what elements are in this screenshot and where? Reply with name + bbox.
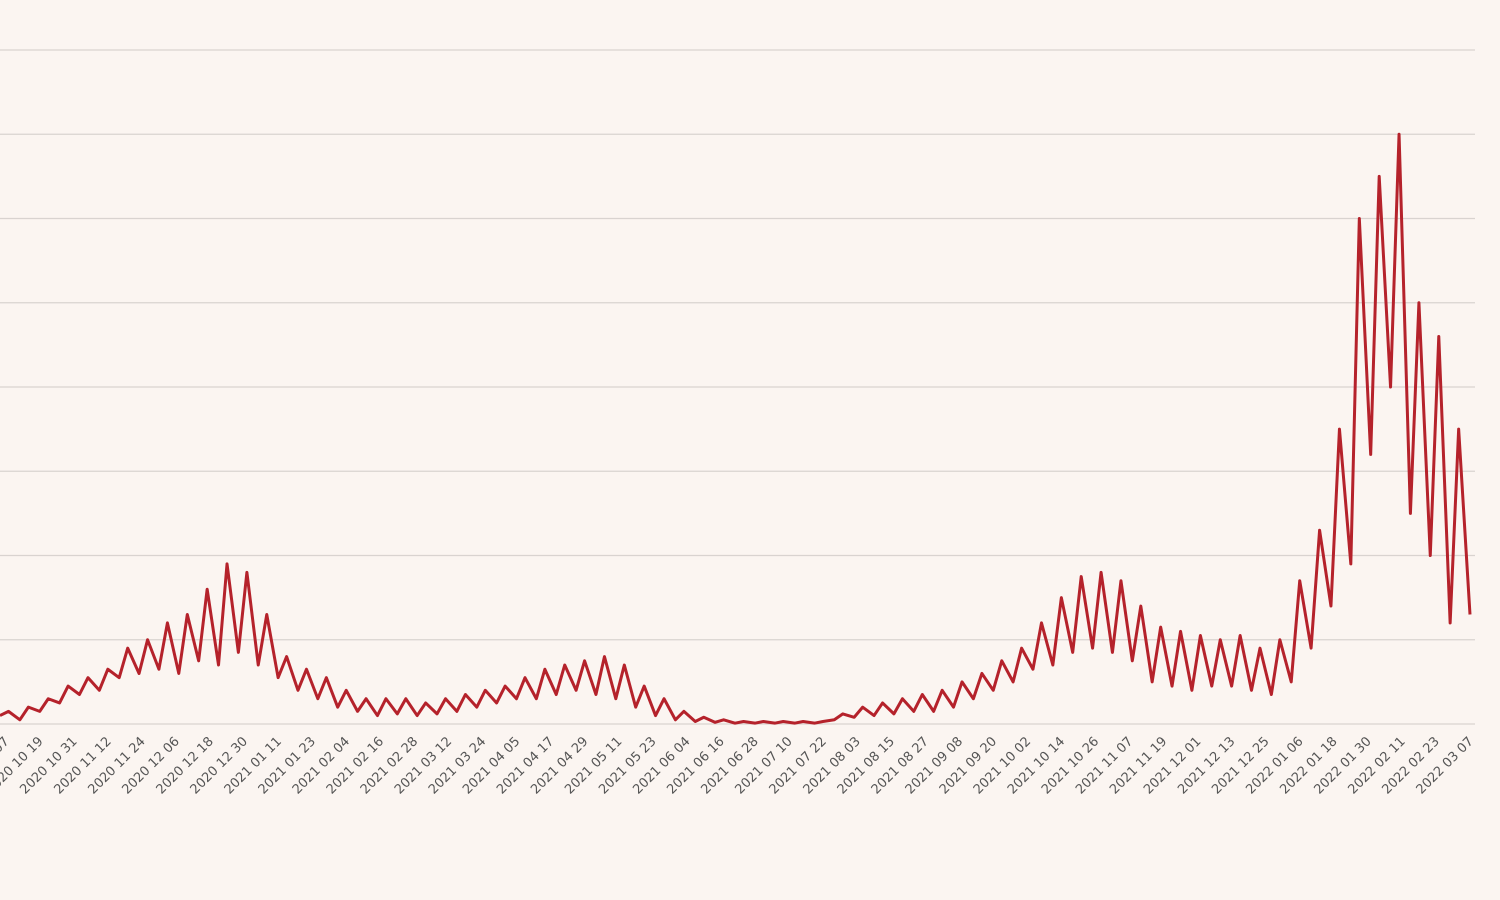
data-line bbox=[0, 132, 1472, 725]
